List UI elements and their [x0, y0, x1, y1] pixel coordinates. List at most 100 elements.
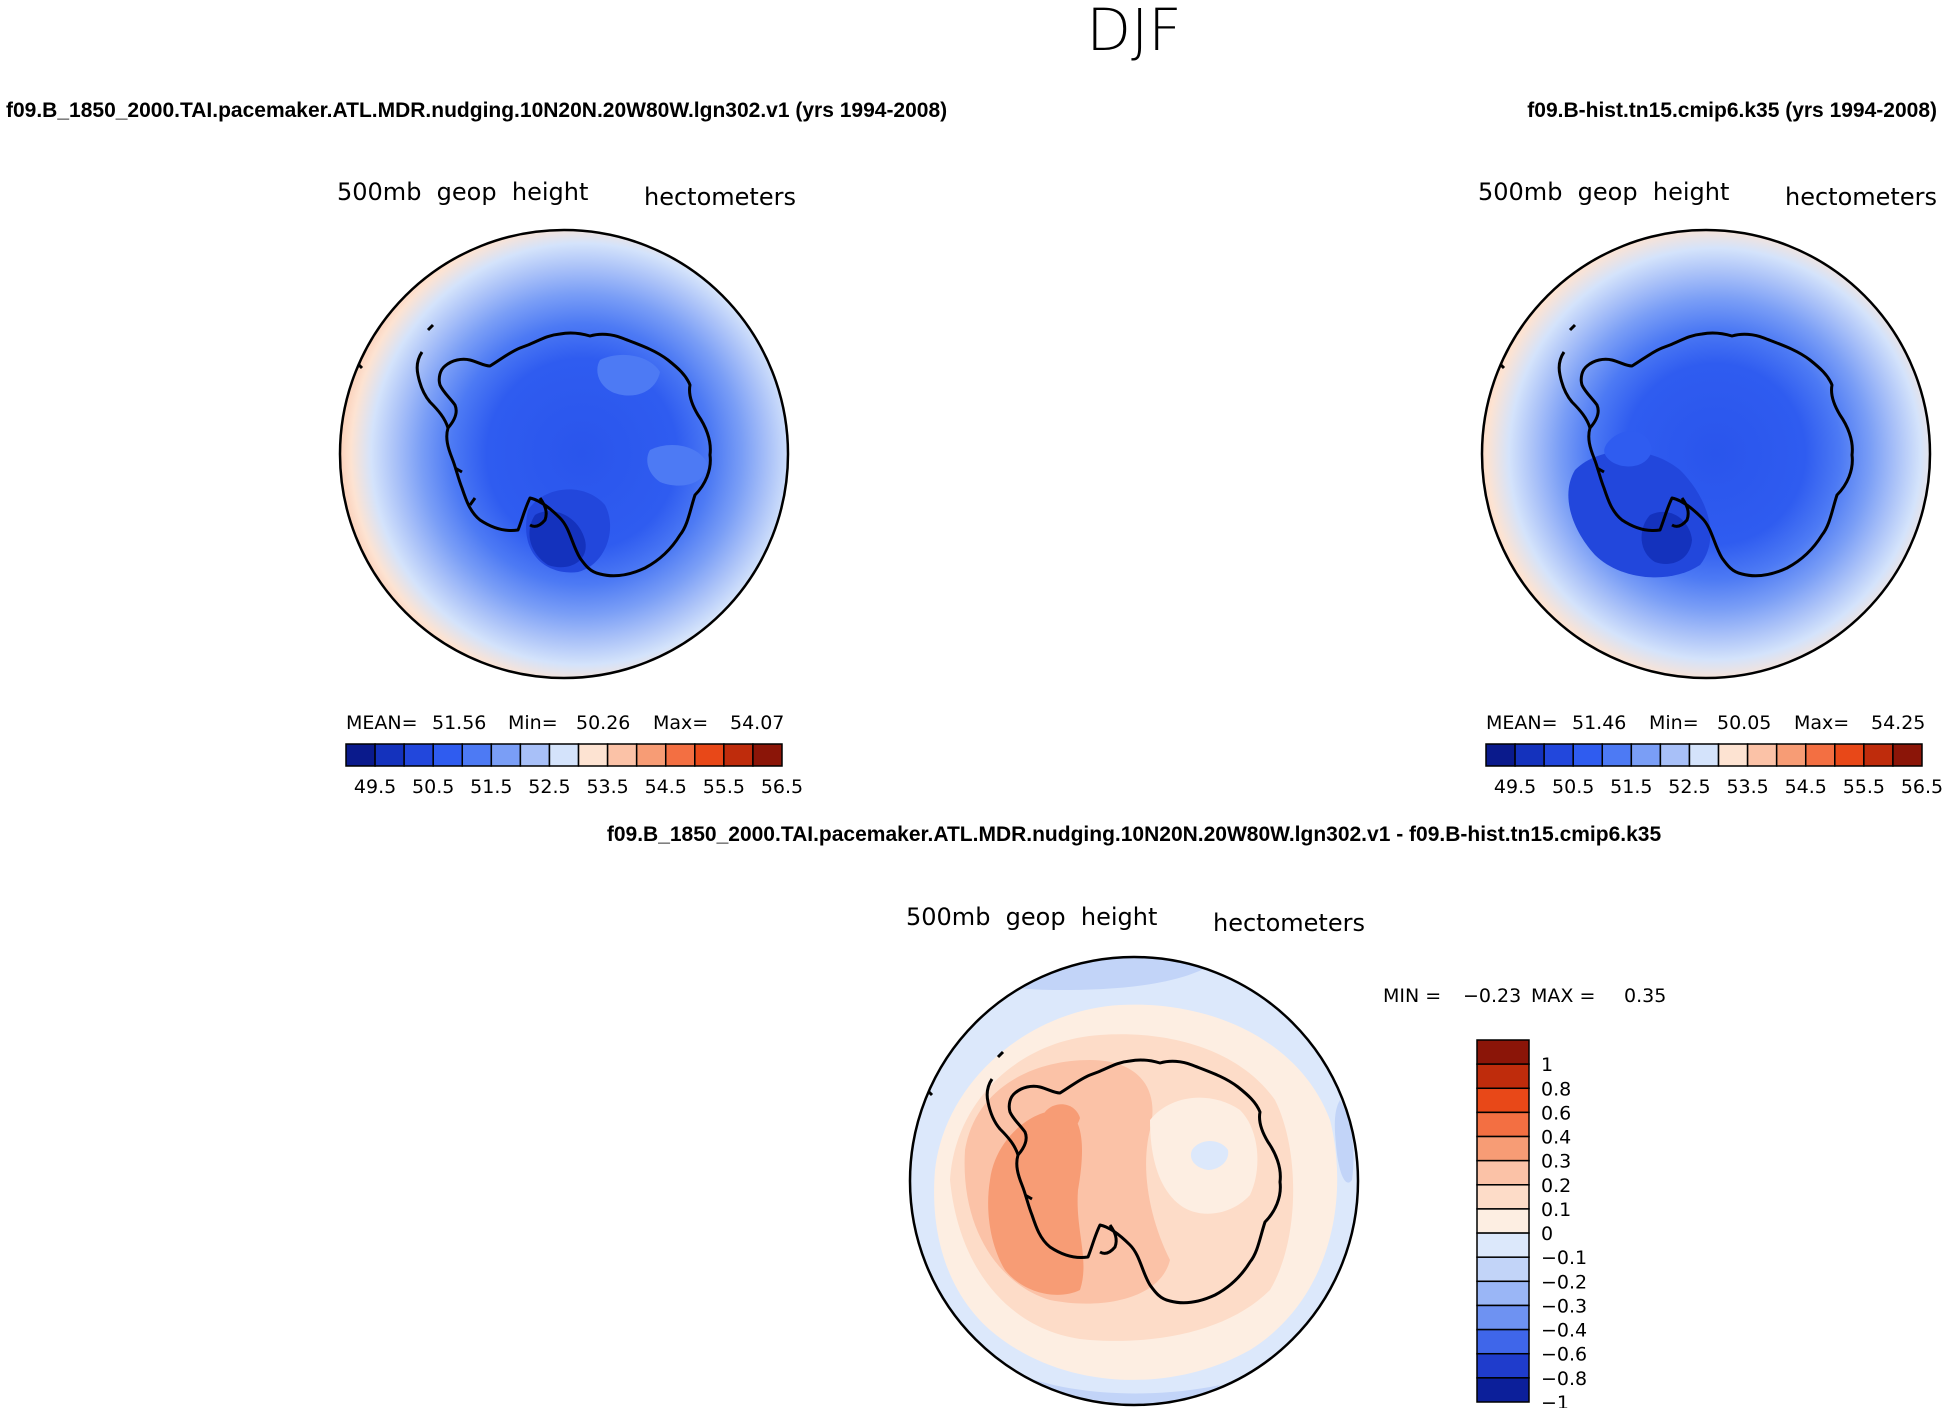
- panel-1-colorbar: 49.5 50.5 51.5 52.5 53.5 54.5 55.5 56.5: [345, 743, 803, 798]
- panel-2-colorbar-tick-label: 54.5: [1785, 776, 1827, 798]
- panel-1-map: [338, 228, 790, 680]
- panel-3-colorbar-box: [1476, 1111, 1530, 1138]
- panel-2-colorbar-tick-label: 52.5: [1668, 776, 1710, 798]
- panel-1-colorbar-tick-label: 50.5: [412, 776, 454, 798]
- panel-2-ross-inlet: [1671, 497, 1690, 528]
- panel-1-map-border: [338, 228, 790, 680]
- panel-2-colorbar-box: [1746, 743, 1778, 767]
- panel-2-west-high: [1604, 431, 1652, 467]
- panel-3-colorbar-tick-label: 0.6: [1541, 1102, 1571, 1124]
- panel-1-antarctica-coast: [437, 331, 712, 578]
- panel-2-colorbar-box: [1485, 743, 1516, 767]
- panel-1-title: f09.B_1850_2000.TAI.pacemaker.ATL.MDR.nu…: [6, 99, 947, 122]
- panel-2-colorbar-box: [1601, 743, 1633, 767]
- panel-3-colorbar-tick-label: −0.8: [1541, 1368, 1587, 1390]
- panel-2-colorbar-tick-label: 55.5: [1843, 776, 1885, 798]
- panel-2-stats: MEAN= 51.46 Min= 50.05 Max= 54.25: [1486, 712, 1925, 734]
- panel-1-colorbar-box: [752, 743, 783, 767]
- panel-3-ross-inlet: [1099, 1224, 1118, 1255]
- panel-3-colorbar-tick-label: −0.1: [1541, 1247, 1587, 1269]
- panel-2-colorbar-box: [1688, 743, 1720, 767]
- panel-3-colorbar: 10.80.6 0.40.30.20.10−0.1−0.2−0.3 −0.4−0.6…: [1476, 1039, 1587, 1408]
- panel-3-colorbar-box: [1476, 1280, 1530, 1307]
- panel-2-colorbar-tick-label: 56.5: [1901, 776, 1943, 798]
- panel-3-colorbar-box: [1476, 1328, 1530, 1355]
- season-title: DJF: [1086, 0, 1181, 64]
- panel-1-colorbar-tick-label: 56.5: [761, 776, 803, 798]
- panel-1-colorbar-box: [432, 743, 464, 767]
- panel-3-colorbar-tick-label: −0.4: [1541, 1320, 1587, 1342]
- panel-1-colorbar-tick-label: 53.5: [586, 776, 628, 798]
- panel-3-colorbar-tick-label: 0: [1541, 1223, 1553, 1245]
- panel-3-colorbar-box: [1476, 1377, 1530, 1403]
- panel-1-colorbar-box: [519, 743, 551, 767]
- panel-1-mean-label: MEAN=: [346, 712, 418, 734]
- panel-1-colorbar-box: [723, 743, 754, 767]
- panel-1-colorbar-box: [694, 743, 725, 767]
- panel-3-map-border: [908, 955, 1360, 1407]
- panel-3-right-blue: [1334, 1100, 1354, 1183]
- panel-3-colorbar-tick-label: −0.6: [1541, 1344, 1587, 1366]
- panel-1-colorbar-box: [664, 743, 696, 767]
- panel-1-stats: MEAN= 51.56 Min= 50.26 Max= 54.07: [346, 712, 784, 734]
- panel-1-max-value: 54.07: [730, 712, 784, 734]
- panel-3-colorbar-tick-label: 0.4: [1541, 1127, 1571, 1149]
- panel-2-colorbar-box: [1804, 743, 1836, 767]
- panel-3-pos-03-north: [1043, 1104, 1080, 1135]
- panel-2-map-border: [1480, 228, 1932, 680]
- panel-3-colorbar-tick-label: 0.8: [1541, 1078, 1571, 1100]
- panel-2-units-label: hectometers: [1785, 183, 1937, 211]
- panel-2-colorbar-box: [1775, 743, 1807, 767]
- panel-1-variable-label: 500mb geop height: [337, 178, 588, 206]
- panel-1-colorbar-tick-label: 55.5: [703, 776, 745, 798]
- panel-3-peninsula: [985, 1078, 1020, 1156]
- panel-1-east-high: [647, 445, 708, 486]
- panel-1-colorbar-tick-label: 54.5: [645, 776, 687, 798]
- panel-3-map: [908, 955, 1360, 1407]
- panel-1-max-label: Max=: [653, 712, 708, 734]
- panel-2-mean-value: 51.46: [1572, 712, 1626, 734]
- panel-3-colorbar-tick-label: 0.2: [1541, 1175, 1571, 1197]
- panel-2-mean-label: MEAN=: [1486, 712, 1558, 734]
- panel-2-colorbar-tick-label: 53.5: [1726, 776, 1768, 798]
- panel-2-map: [1480, 228, 1932, 680]
- panel-3-colorbar-box: [1476, 1352, 1530, 1379]
- panel-3-antarctica-coast: [1007, 1058, 1282, 1305]
- panel-1-weddell-low: [529, 511, 586, 568]
- panel-3-pos-03: [988, 1110, 1084, 1295]
- panel-3-colorbar-tick-label: 1: [1541, 1054, 1553, 1076]
- panel-2-colorbar-box: [1717, 743, 1749, 767]
- panel-1-colorbar-box: [606, 743, 638, 767]
- panel-1-colorbar-box: [345, 743, 376, 767]
- panel-1-colorbar-box: [403, 743, 434, 767]
- panel-2-colorbar-box: [1863, 743, 1894, 767]
- panel-2-max-label: Max=: [1794, 712, 1849, 734]
- panel-3-bottom-blue: [1010, 1370, 1220, 1404]
- panel-1-colorbar-tick-label: 51.5: [470, 776, 512, 798]
- difference-title: f09.B_1850_2000.TAI.pacemaker.ATL.MDR.nu…: [607, 823, 1662, 846]
- panel-3-colorbar-box: [1476, 1232, 1530, 1258]
- panel-2-colorbar-tick-label: 49.5: [1494, 776, 1536, 798]
- panel-3-min-value: −0.23: [1463, 985, 1521, 1007]
- panel-2-field: [1482, 230, 1930, 678]
- panel-3-colorbar-tick-label: −0.3: [1541, 1295, 1587, 1317]
- panel-3-colorbar-tick-label: −0.2: [1541, 1271, 1587, 1293]
- panel-1-colorbar-box: [635, 743, 667, 767]
- panel-2-peninsula: [1557, 351, 1592, 429]
- panel-2-colorbar-box: [1572, 743, 1604, 767]
- panel-1-field: [340, 230, 788, 678]
- panel-2-colorbar-box: [1630, 743, 1662, 767]
- panel-3-stats: MIN = −0.23 MAX = 0.35: [1383, 985, 1666, 1007]
- panel-2-colorbar-box: [1892, 743, 1923, 767]
- panel-1-colorbar-box: [577, 743, 609, 767]
- panel-1-mean-value: 51.56: [432, 712, 486, 734]
- panel-2-antarctica-coast: [1579, 331, 1854, 578]
- panel-3-colorbar-tick-label: 0.3: [1541, 1151, 1571, 1173]
- panel-3-colorbar-box: [1476, 1135, 1530, 1162]
- panel-3-colorbar-tick-label: 0.1: [1541, 1199, 1571, 1221]
- panel-3-colorbar-box: [1476, 1208, 1530, 1234]
- panel-2-min-label: Min=: [1649, 712, 1699, 734]
- panel-2-colorbar-box: [1543, 743, 1574, 767]
- panel-2-max-value: 54.25: [1871, 712, 1925, 734]
- panel-1-colorbar-box: [374, 743, 405, 767]
